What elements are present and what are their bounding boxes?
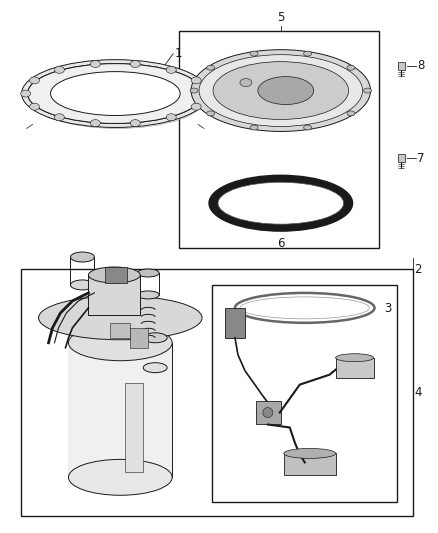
- Ellipse shape: [21, 90, 31, 97]
- Ellipse shape: [71, 252, 95, 262]
- Bar: [88, 275, 140, 315]
- Bar: [398, 155, 405, 163]
- Text: 7: 7: [417, 152, 425, 165]
- Ellipse shape: [207, 111, 215, 116]
- Ellipse shape: [213, 62, 349, 119]
- Bar: [21, 269, 413, 516]
- Ellipse shape: [250, 125, 258, 130]
- Ellipse shape: [50, 71, 180, 116]
- Ellipse shape: [191, 50, 371, 132]
- Bar: [106, 267, 127, 283]
- Bar: [256, 401, 281, 424]
- Ellipse shape: [29, 77, 39, 84]
- Bar: [110, 323, 130, 338]
- Ellipse shape: [200, 90, 210, 97]
- Bar: [68, 343, 172, 478]
- Ellipse shape: [39, 296, 202, 340]
- Ellipse shape: [263, 408, 273, 417]
- Ellipse shape: [143, 362, 167, 373]
- Ellipse shape: [250, 51, 258, 56]
- Ellipse shape: [191, 77, 201, 84]
- Ellipse shape: [199, 55, 363, 126]
- Ellipse shape: [131, 119, 140, 126]
- Ellipse shape: [88, 267, 140, 283]
- Ellipse shape: [68, 459, 172, 495]
- Ellipse shape: [209, 175, 353, 231]
- Bar: [179, 31, 379, 248]
- Text: 8: 8: [417, 59, 425, 72]
- Ellipse shape: [347, 111, 355, 116]
- Ellipse shape: [137, 291, 159, 299]
- Ellipse shape: [191, 103, 201, 110]
- Text: 4: 4: [414, 386, 422, 399]
- Ellipse shape: [90, 61, 100, 68]
- Text: 1: 1: [175, 47, 183, 60]
- Ellipse shape: [166, 67, 176, 74]
- Ellipse shape: [190, 88, 198, 93]
- Ellipse shape: [284, 448, 336, 458]
- Bar: [225, 308, 245, 338]
- Ellipse shape: [29, 103, 39, 110]
- Bar: [130, 328, 148, 348]
- Ellipse shape: [54, 114, 64, 121]
- Ellipse shape: [364, 88, 371, 93]
- Ellipse shape: [143, 333, 167, 343]
- Bar: [125, 383, 143, 472]
- Bar: [398, 62, 405, 70]
- Text: 3: 3: [385, 302, 392, 316]
- Ellipse shape: [54, 67, 64, 74]
- Ellipse shape: [28, 63, 203, 124]
- Ellipse shape: [240, 78, 252, 86]
- Ellipse shape: [137, 269, 159, 277]
- Ellipse shape: [258, 77, 314, 104]
- Ellipse shape: [304, 51, 311, 56]
- Ellipse shape: [90, 119, 100, 126]
- Ellipse shape: [21, 60, 209, 127]
- Ellipse shape: [71, 280, 95, 290]
- Text: 5: 5: [277, 11, 285, 24]
- Ellipse shape: [218, 182, 343, 224]
- Text: 6: 6: [277, 237, 285, 250]
- Ellipse shape: [207, 65, 215, 70]
- Ellipse shape: [304, 125, 311, 130]
- Ellipse shape: [347, 65, 355, 70]
- Ellipse shape: [336, 354, 374, 362]
- Bar: [212, 285, 397, 502]
- Ellipse shape: [68, 325, 172, 361]
- Bar: [284, 454, 336, 475]
- Bar: [336, 358, 374, 378]
- Ellipse shape: [131, 61, 140, 68]
- Text: 2: 2: [414, 263, 422, 277]
- Ellipse shape: [166, 114, 176, 121]
